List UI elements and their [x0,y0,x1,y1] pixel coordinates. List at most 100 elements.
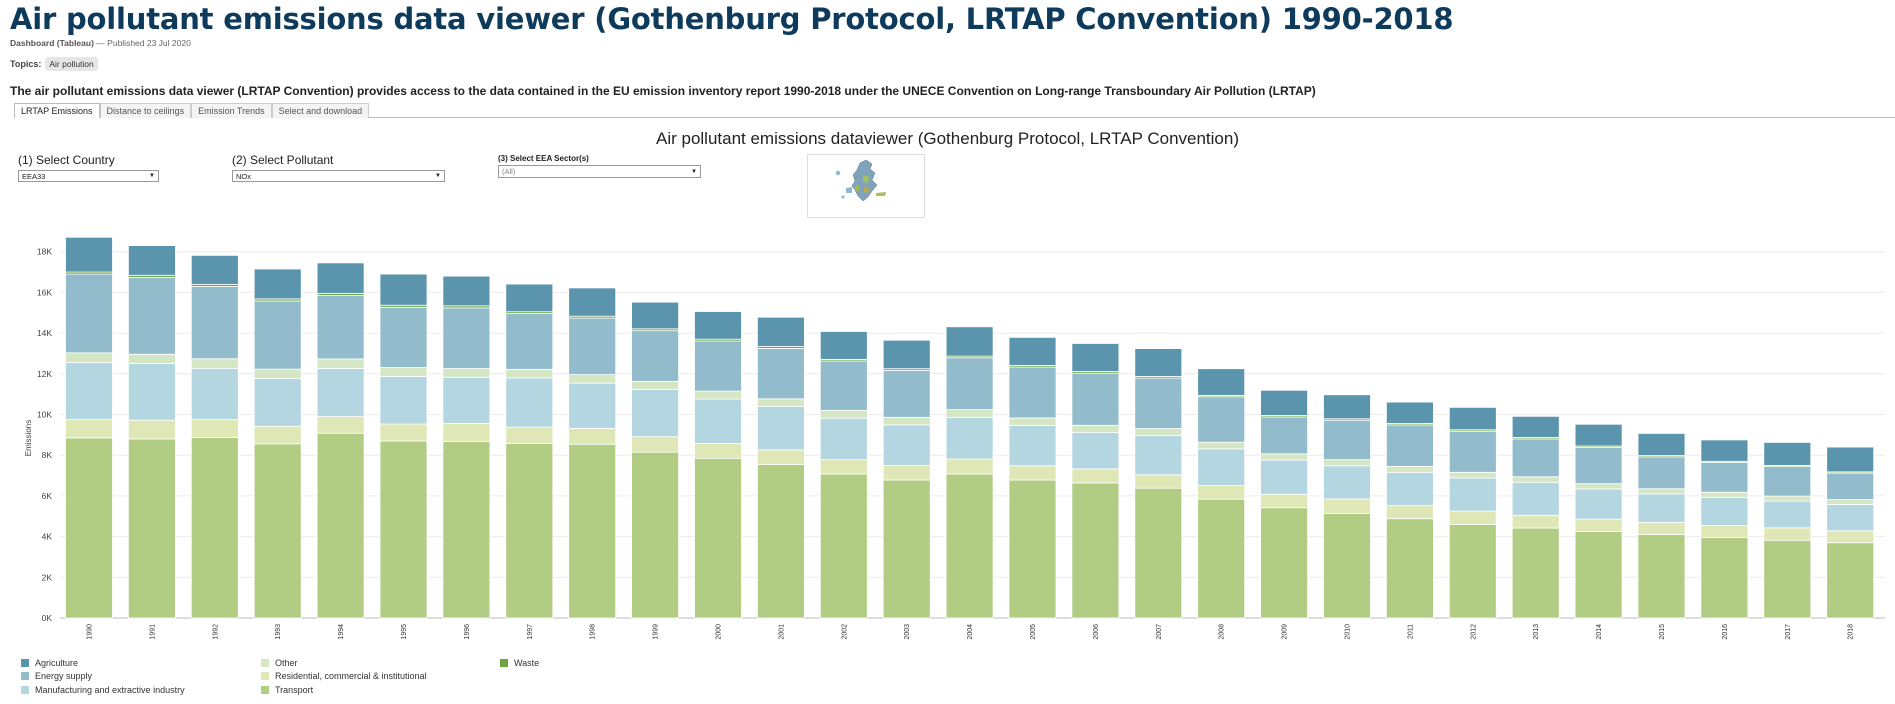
bar-segment-residential-commercial-institutional[interactable] [379,423,428,442]
bar-segment-residential-commercial-institutional[interactable] [442,423,491,442]
bar-segment-energy-supply[interactable] [127,276,176,355]
bar-segment-residential-commercial-institutional[interactable] [1763,527,1812,541]
bar-segment-transport[interactable] [253,443,302,619]
bar-segment-transport[interactable] [757,464,805,619]
bar-segment-energy-supply[interactable] [1071,372,1120,426]
bar-segment-manufacturing-and-extractive-industry[interactable] [253,378,302,427]
bar-segment-other[interactable] [882,416,931,426]
bar-segment-residential-commercial-institutional[interactable] [65,419,113,439]
bar-segment-residential-commercial-institutional[interactable] [1700,525,1749,539]
bar-segment-residential-commercial-institutional[interactable] [631,436,679,453]
bar-segment-residential-commercial-institutional[interactable] [1386,505,1434,520]
bar-segment-residential-commercial-institutional[interactable] [945,458,994,475]
bar-segment-transport[interactable] [882,479,931,619]
bar-segment-other[interactable] [1511,476,1560,483]
bar-segment-agriculture[interactable] [1008,336,1057,366]
tab-select-and-download[interactable]: Select and download [271,103,370,118]
bar-segment-manufacturing-and-extractive-industry[interactable] [316,368,365,417]
bar-segment-transport[interactable] [505,442,554,619]
bar-segment-residential-commercial-institutional[interactable] [505,426,554,444]
bar-segment-agriculture[interactable] [1511,415,1560,438]
pollutant-select[interactable]: NOx ▼ [232,170,445,182]
legend-item[interactable]: Transport [261,683,427,697]
bar-segment-agriculture[interactable] [316,262,365,294]
bar-segment-residential-commercial-institutional[interactable] [882,465,931,481]
bar-segment-energy-supply[interactable] [505,313,554,370]
bar-segment-manufacturing-and-extractive-industry[interactable] [757,406,805,451]
bar-segment-transport[interactable] [1323,513,1371,619]
bar-segment-transport[interactable] [1826,542,1875,619]
bar-segment-residential-commercial-institutional[interactable] [568,427,617,445]
bar-segment-energy-supply[interactable] [1386,424,1434,467]
bar-segment-transport[interactable] [1763,539,1812,619]
bar-segment-agriculture[interactable] [190,254,239,285]
bar-segment-other[interactable] [1134,428,1183,437]
bar-segment-residential-commercial-institutional[interactable] [1071,468,1120,484]
bar-segment-agriculture[interactable] [1448,406,1497,431]
bar-segment-transport[interactable] [442,440,491,619]
legend-item[interactable]: Energy supply [21,670,185,684]
bar-segment-energy-supply[interactable] [1700,462,1749,493]
bar-segment-manufacturing-and-extractive-industry[interactable] [190,367,239,420]
tab-emission-trends[interactable]: Emission Trends [191,103,272,118]
bar-segment-manufacturing-and-extractive-industry[interactable] [882,424,931,466]
bar-segment-residential-commercial-institutional[interactable] [316,416,365,434]
bar-segment-energy-supply[interactable] [1260,416,1308,455]
bar-segment-other[interactable] [442,368,491,378]
bar-segment-residential-commercial-institutional[interactable] [1260,493,1308,509]
bar-segment-agriculture[interactable] [1071,343,1120,372]
bar-segment-residential-commercial-institutional[interactable] [127,419,176,440]
bar-segment-energy-supply[interactable] [1763,466,1812,497]
bar-segment-transport[interactable] [1260,507,1308,619]
europe-map[interactable] [807,154,925,218]
bar-segment-agriculture[interactable] [1637,433,1686,457]
country-select[interactable]: EEA33 ▼ [18,170,159,182]
bar-segment-agriculture[interactable] [694,311,742,340]
bar-segment-agriculture[interactable] [379,273,428,306]
bar-segment-energy-supply[interactable] [442,307,491,369]
bar-segment-transport[interactable] [65,437,113,619]
bar-segment-residential-commercial-institutional[interactable] [190,419,239,438]
bar-segment-transport[interactable] [1197,498,1246,619]
topic-tag[interactable]: Air pollution [45,57,98,71]
bar-segment-transport[interactable] [819,473,868,619]
bar-segment-transport[interactable] [631,451,679,619]
bar-segment-agriculture[interactable] [1826,446,1875,473]
bar-segment-residential-commercial-institutional[interactable] [253,425,302,445]
bar-segment-other[interactable] [1574,483,1623,490]
bar-segment-residential-commercial-institutional[interactable] [1323,498,1371,515]
bar-segment-agriculture[interactable] [945,326,994,357]
bar-segment-manufacturing-and-extractive-industry[interactable] [65,362,113,420]
bar-segment-manufacturing-and-extractive-industry[interactable] [1197,448,1246,486]
bar-segment-other[interactable] [127,353,176,365]
bar-segment-other[interactable] [505,368,554,379]
bar-segment-energy-supply[interactable] [945,357,994,411]
bar-segment-agriculture[interactable] [1134,348,1183,377]
bar-segment-energy-supply[interactable] [65,273,113,354]
bar-segment-other[interactable] [757,398,805,407]
bar-segment-agriculture[interactable] [1700,439,1749,462]
bar-segment-other[interactable] [1448,471,1497,479]
bar-segment-residential-commercial-institutional[interactable] [1197,485,1246,500]
bar-segment-energy-supply[interactable] [1637,456,1686,490]
bar-segment-residential-commercial-institutional[interactable] [694,442,742,459]
bar-segment-energy-supply[interactable] [1574,446,1623,485]
bar-segment-other[interactable] [190,358,239,369]
bar-segment-residential-commercial-institutional[interactable] [1134,474,1183,489]
bar-segment-residential-commercial-institutional[interactable] [819,459,868,475]
bar-segment-energy-supply[interactable] [190,286,239,360]
bar-segment-residential-commercial-institutional[interactable] [1511,514,1560,529]
legend-item[interactable]: Other [261,656,427,670]
bar-segment-agriculture[interactable] [1197,368,1246,396]
bar-segment-other[interactable] [819,410,868,419]
bar-segment-other[interactable] [1386,465,1434,473]
bar-segment-transport[interactable] [1700,537,1749,619]
bar-segment-energy-supply[interactable] [253,300,302,370]
bar-segment-manufacturing-and-extractive-industry[interactable] [1260,459,1308,495]
bar-segment-manufacturing-and-extractive-industry[interactable] [819,417,868,461]
bar-segment-energy-supply[interactable] [1826,472,1875,500]
bar-segment-residential-commercial-institutional[interactable] [1574,518,1623,532]
bar-segment-residential-commercial-institutional[interactable] [757,449,805,465]
legend-item[interactable]: Manufacturing and extractive industry [21,683,185,697]
bar-segment-manufacturing-and-extractive-industry[interactable] [127,363,176,421]
